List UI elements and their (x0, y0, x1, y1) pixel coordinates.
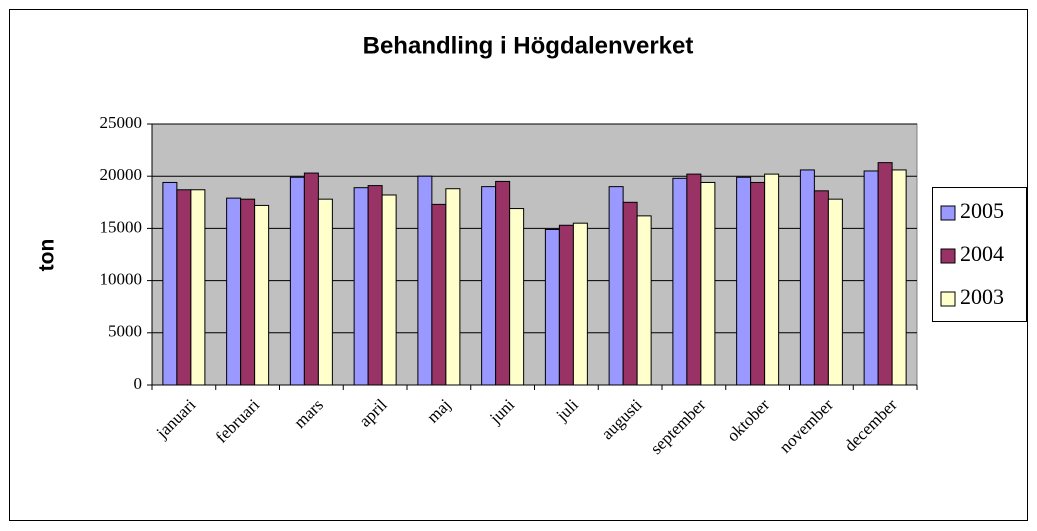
legend-label: 2004 (960, 241, 1004, 266)
legend-swatch (940, 291, 956, 307)
chart-title: Behandling i Högdalenverket (363, 32, 694, 59)
bar (254, 204, 270, 386)
y-tick-label: 10000 (100, 270, 143, 289)
bar (289, 176, 305, 386)
bar (799, 169, 815, 386)
bar (827, 198, 843, 386)
bar (764, 173, 780, 386)
bar (608, 186, 624, 386)
y-tick-label: 15000 (100, 217, 143, 236)
bar (495, 180, 511, 386)
bar (190, 189, 206, 386)
bar (544, 228, 560, 386)
bar (226, 197, 242, 386)
y-tick-label: 5000 (108, 322, 142, 341)
bar (636, 215, 652, 386)
bar (509, 208, 525, 386)
y-axis-label: ton (36, 239, 59, 272)
bar (863, 170, 879, 386)
y-tick-label: 25000 (100, 113, 143, 132)
bar (353, 187, 369, 386)
y-tick-label: 20000 (100, 165, 143, 184)
bar (877, 162, 893, 386)
bar (176, 189, 192, 386)
bar (381, 194, 397, 386)
bar (445, 188, 461, 386)
bar (572, 222, 588, 386)
bar (481, 186, 497, 386)
bar (750, 181, 766, 386)
bar (317, 198, 333, 386)
bar (700, 181, 716, 386)
legend-label: 2003 (960, 284, 1004, 309)
bar (417, 175, 433, 386)
legend-label: 2005 (960, 198, 1004, 223)
bar (431, 203, 447, 386)
bar (891, 169, 907, 386)
bar (367, 185, 383, 386)
bar (162, 181, 178, 386)
y-tick-label: 0 (134, 374, 143, 393)
bar (303, 172, 319, 386)
bar (558, 224, 574, 386)
bar (240, 198, 256, 386)
plot-area (151, 123, 918, 386)
bar (622, 201, 638, 386)
legend-swatch (940, 248, 956, 264)
bar (686, 173, 702, 386)
legend-swatch (940, 205, 956, 221)
bar (736, 176, 752, 386)
bar (672, 177, 688, 386)
bar (813, 190, 829, 386)
